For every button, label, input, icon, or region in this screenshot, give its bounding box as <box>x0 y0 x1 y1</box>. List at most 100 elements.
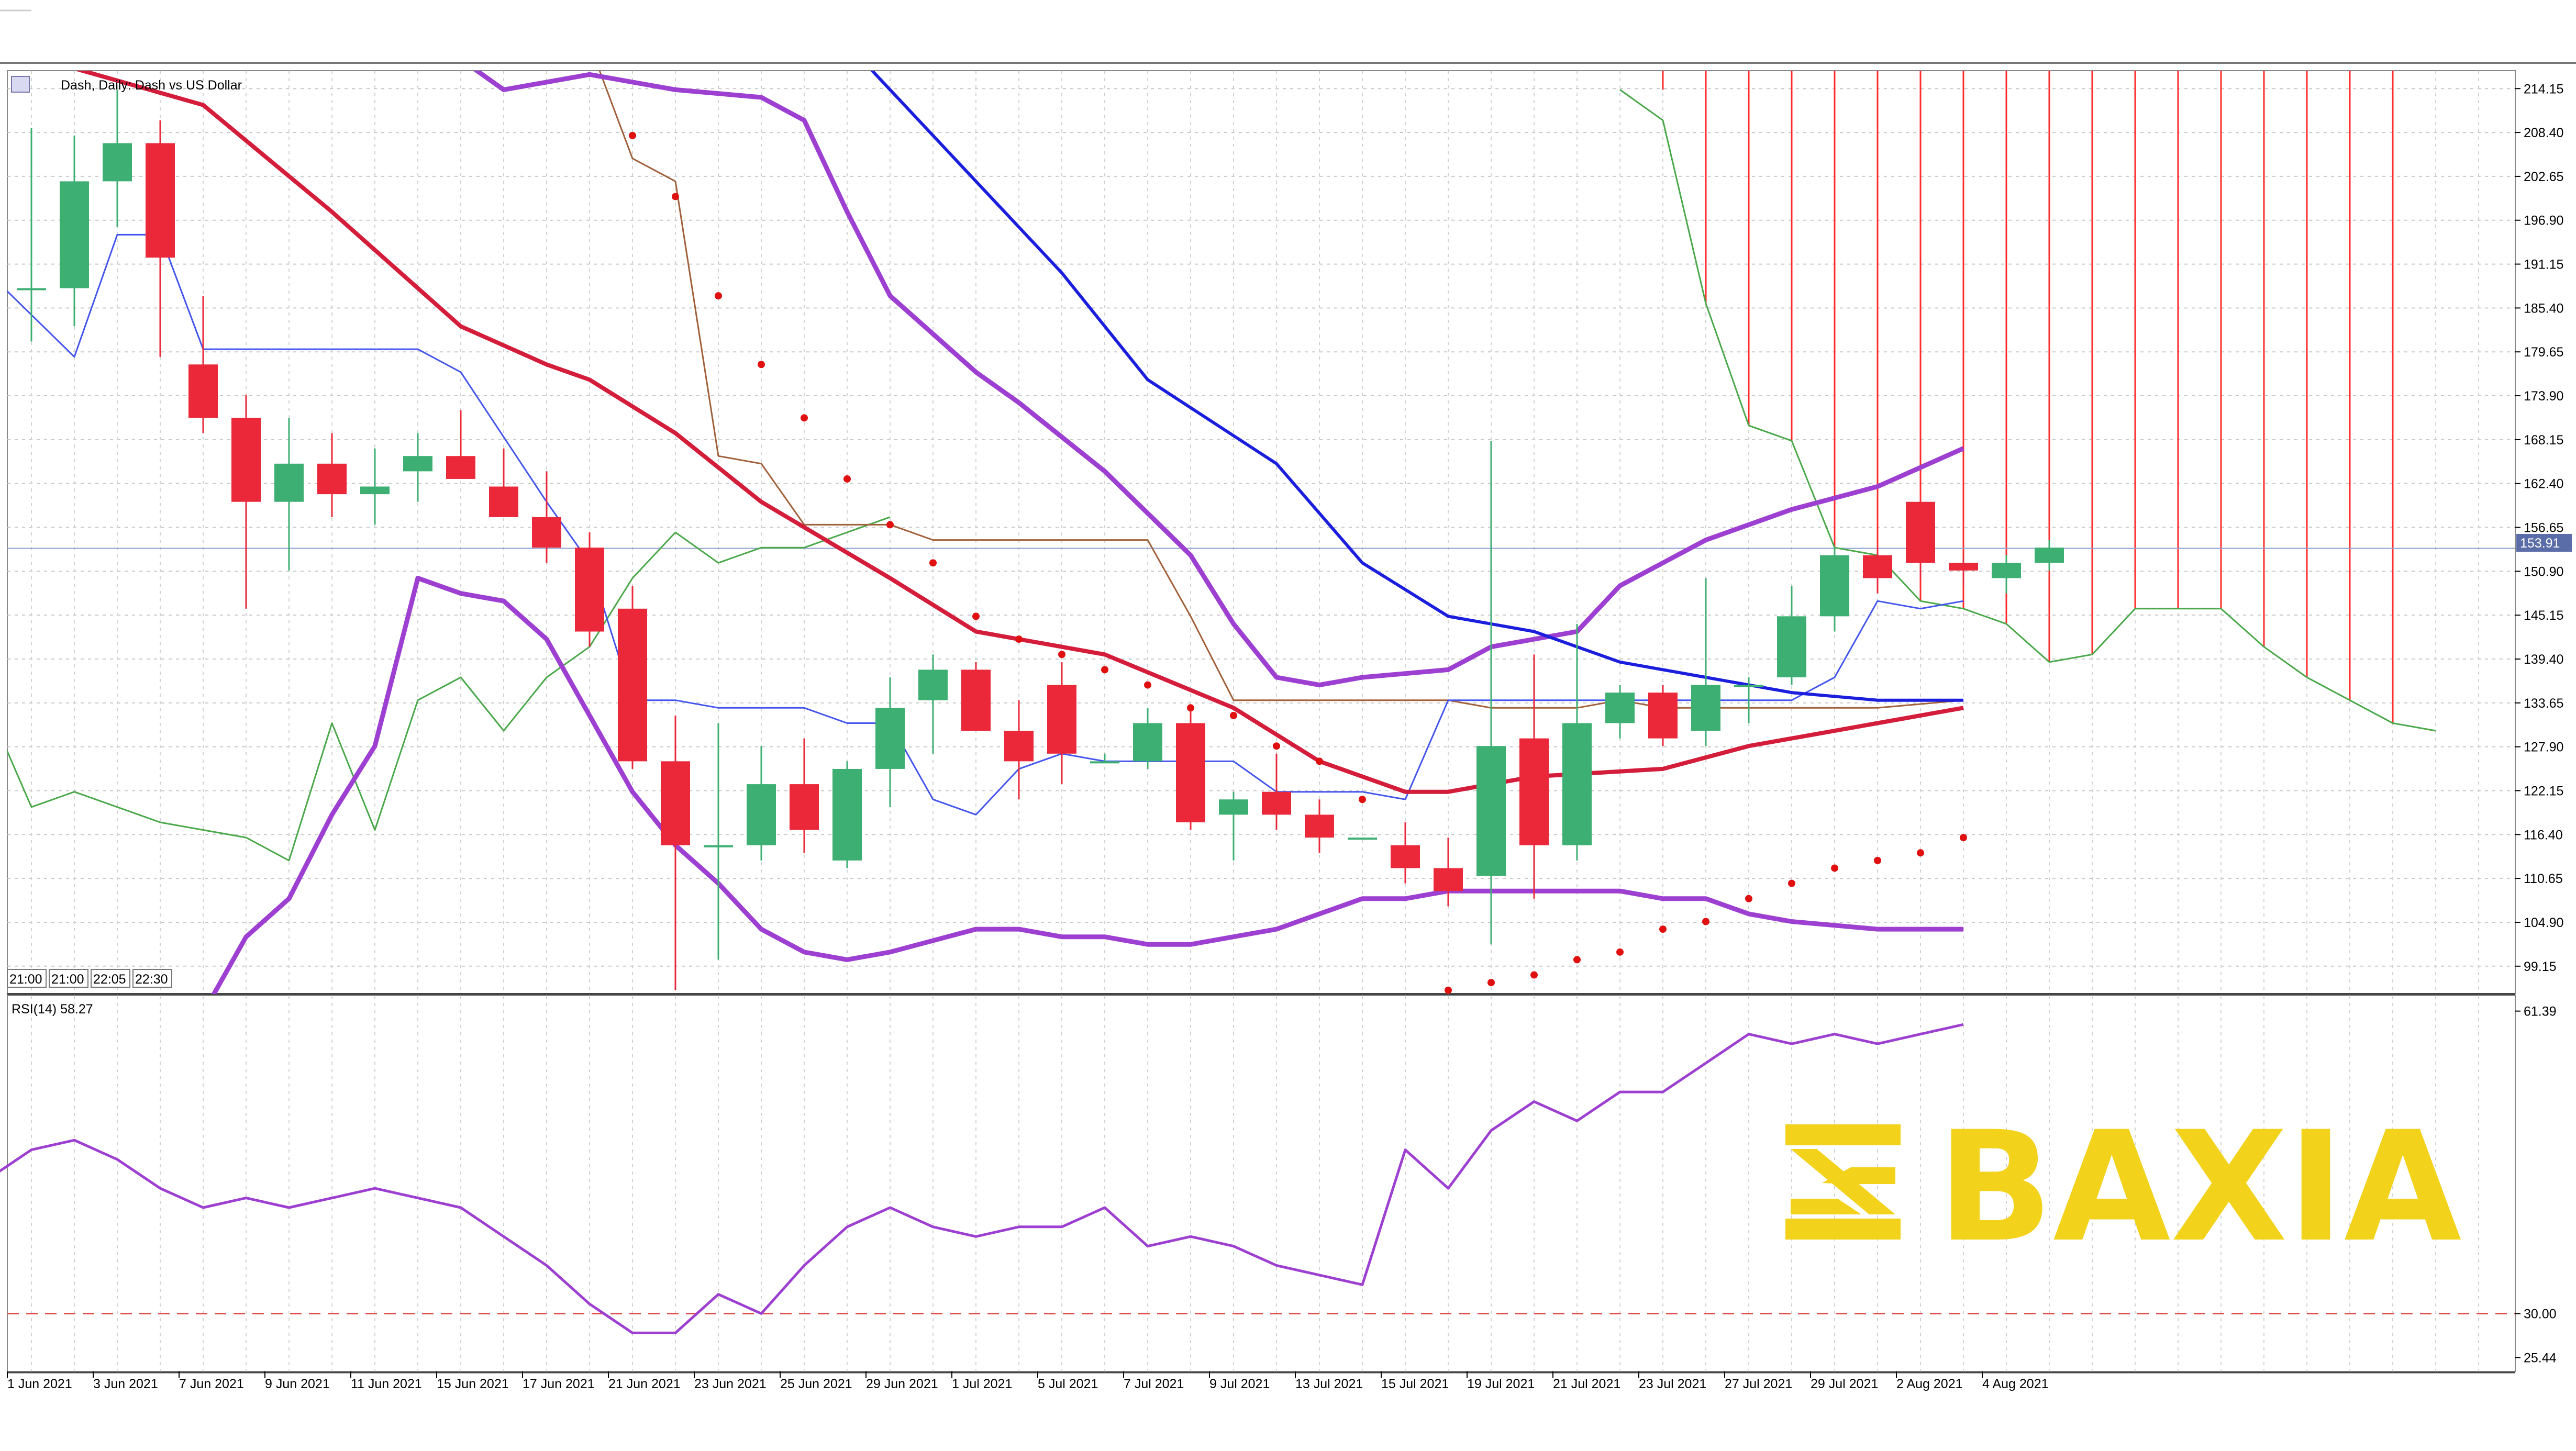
envelope-upper-line <box>473 71 1964 688</box>
time-tick-18: 21 Jul 2021 <box>1553 1377 1620 1391</box>
time-box-2: 22:05 <box>93 972 126 987</box>
candle-body-42 <box>1820 555 1849 617</box>
price-tick-12: 145.15 <box>2524 608 2563 623</box>
psar-dot-6 <box>886 521 894 529</box>
price-axis: 214.15 208.40 202.65 196.90 191.15 185.40 179.… <box>2515 82 2563 1365</box>
rsi-tick-0: 61.39 <box>2524 1004 2557 1019</box>
price-tick-17: 116.40 <box>2524 828 2563 842</box>
ichimoku-cloud <box>1662 71 2394 723</box>
psar-dot-8 <box>972 612 980 620</box>
time-box-3: 22:30 <box>135 972 168 987</box>
psar-dot-12 <box>1144 681 1151 689</box>
current-price-label-bg <box>2516 534 2572 552</box>
psar-dot-5 <box>843 475 851 483</box>
price-tick-3: 196.90 <box>2524 214 2563 228</box>
chart-menu-icon[interactable] <box>11 76 30 93</box>
candle-body-37 <box>1605 693 1635 723</box>
candle-body-28 <box>1219 799 1248 815</box>
time-tick-8: 23 Jun 2021 <box>694 1377 767 1391</box>
psar-dot-7 <box>929 559 937 567</box>
price-tick-19: 104.90 <box>2524 916 2563 930</box>
price-tick-10: 156.65 <box>2524 521 2563 535</box>
candle-body-43 <box>1863 555 1892 578</box>
candle-body-16 <box>704 845 733 847</box>
time-box-1: 21:00 <box>51 972 84 987</box>
price-tick-1: 208.40 <box>2524 126 2563 140</box>
current-price-label: 153.91 <box>2520 536 2560 551</box>
psar-dot-4 <box>801 414 808 422</box>
candle-body-1 <box>60 181 89 288</box>
price-tick-16: 122.15 <box>2524 784 2563 798</box>
moving-average-red-line <box>74 71 1964 794</box>
candle-body-5 <box>231 418 261 502</box>
baxia-logo-icon <box>1785 1124 1901 1240</box>
time-tick-10: 29 Jun 2021 <box>866 1377 938 1391</box>
candle-body-25 <box>1090 761 1119 764</box>
rsi-panel-frame <box>7 995 2516 1372</box>
moving-average-blue-line <box>870 71 1963 702</box>
psar-dot-11 <box>1101 666 1108 674</box>
time-tick-6: 17 Jun 2021 <box>523 1377 595 1391</box>
psar-dot-19 <box>1487 979 1495 987</box>
grid <box>7 71 2515 994</box>
candle-body-7 <box>317 463 347 495</box>
senkou-span-line <box>1619 89 2436 732</box>
candle-body-0 <box>17 288 46 291</box>
price-tick-2: 202.65 <box>2524 170 2563 184</box>
psar-dot-15 <box>1273 742 1280 750</box>
chikou-span-line <box>7 516 891 862</box>
candle-body-12 <box>532 517 561 548</box>
indicator-lines <box>7 71 2515 994</box>
chart-header-title: Dash, Daily: Dash vs US Dollar <box>61 78 242 93</box>
price-tick-18: 110.65 <box>2524 872 2563 886</box>
candle-body-30 <box>1305 814 1334 838</box>
psar-dot-9 <box>1015 635 1023 643</box>
time-tick-20: 27 Jul 2021 <box>1725 1377 1792 1391</box>
price-tick-15: 127.90 <box>2524 740 2563 755</box>
time-tick-17: 19 Jul 2021 <box>1467 1377 1535 1391</box>
candles <box>17 90 2064 990</box>
candle-body-34 <box>1476 746 1506 876</box>
candle-body-39 <box>1691 685 1720 731</box>
psar-dot-18 <box>1445 986 1452 994</box>
candle-body-23 <box>1004 731 1034 762</box>
psar-dot-21 <box>1573 956 1581 964</box>
price-tick-14: 133.65 <box>2524 696 2563 711</box>
baxia-logo-text: BAXIA <box>1937 1099 2463 1276</box>
time-tick-11: 1 Jul 2021 <box>952 1377 1012 1391</box>
parabolic-sar-dots <box>629 131 1967 994</box>
time-tick-16: 15 Jul 2021 <box>1381 1377 1449 1391</box>
time-tick-0: 1 Jun 2021 <box>7 1377 72 1391</box>
candle-body-46 <box>1992 563 2021 578</box>
psar-dot-3 <box>758 361 765 369</box>
candle-body-26 <box>1133 723 1162 762</box>
time-axis: 1 Jun 2021 3 Jun 2021 7 Jun 2021 9 Jun 2021… <box>7 1371 2049 1391</box>
candle-body-40 <box>1734 685 1763 687</box>
time-tick-4: 11 Jun 2021 <box>351 1377 422 1391</box>
envelope-lower-line <box>211 576 1963 994</box>
candle-body-3 <box>146 143 175 258</box>
time-tick-21: 29 Jul 2021 <box>1811 1377 1878 1391</box>
candle-body-44 <box>1906 501 1935 563</box>
candle-body-17 <box>747 784 776 845</box>
price-tick-7: 173.90 <box>2524 389 2563 404</box>
candle-body-9 <box>403 456 432 472</box>
time-tick-5: 15 Jun 2021 <box>437 1377 509 1391</box>
price-tick-20: 99.15 <box>2524 959 2557 974</box>
time-tick-1: 3 Jun 2021 <box>93 1377 158 1391</box>
candle-body-29 <box>1262 791 1291 815</box>
time-tick-22: 2 Aug 2021 <box>1896 1377 1963 1391</box>
price-tick-5: 185.40 <box>2524 301 2563 316</box>
price-tick-13: 139.40 <box>2524 652 2563 667</box>
price-tick-9: 162.40 <box>2524 477 2563 492</box>
psar-dot-10 <box>1058 651 1065 658</box>
psar-dot-16 <box>1316 757 1323 765</box>
time-tick-23: 4 Aug 2021 <box>1982 1377 2049 1391</box>
psar-dot-14 <box>1230 711 1237 719</box>
candle-body-20 <box>875 708 905 769</box>
candle-body-33 <box>1434 868 1463 891</box>
psar-dot-20 <box>1530 971 1538 979</box>
time-tick-7: 21 Jun 2021 <box>608 1377 681 1391</box>
candle-body-31 <box>1348 838 1377 840</box>
